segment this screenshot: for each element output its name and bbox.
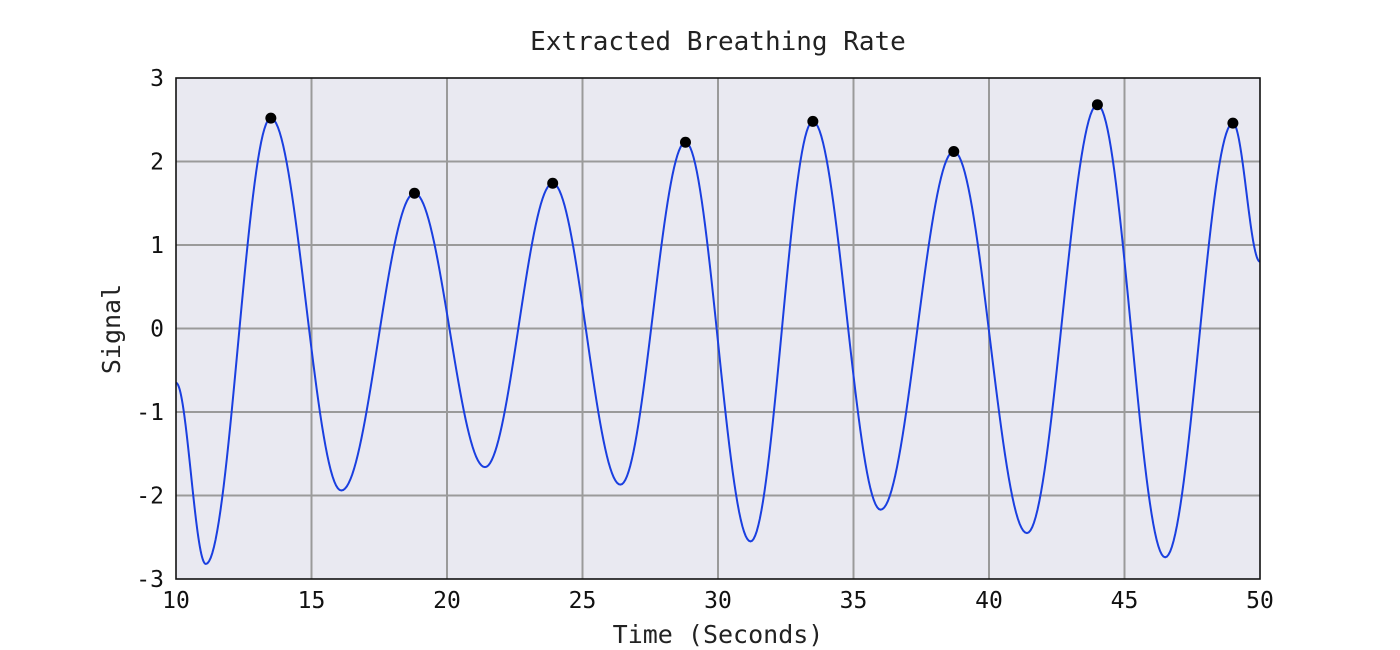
y-tick-label: 2	[150, 150, 164, 176]
x-tick-label: 50	[1246, 588, 1274, 614]
peak-markers	[265, 99, 1239, 199]
x-tick-label: 10	[162, 588, 190, 614]
y-tick-label: 0	[150, 317, 164, 343]
y-tick-label: -1	[136, 400, 164, 426]
x-tick-label: 40	[975, 588, 1003, 614]
chart-title: Extracted Breathing Rate	[530, 27, 906, 57]
x-tick-label: 25	[569, 588, 597, 614]
y-tick-label: 3	[150, 66, 164, 92]
peak-point	[807, 115, 819, 127]
peak-point	[948, 145, 960, 157]
x-tick-label: 35	[840, 588, 868, 614]
y-axis-label: Signal	[97, 284, 126, 374]
x-tick-label: 45	[1111, 588, 1139, 614]
peak-point	[679, 136, 691, 148]
grid-lines	[176, 78, 1260, 579]
x-tick-label: 30	[704, 588, 732, 614]
x-axis-ticks: 10 15 20 25 30 35 40 45 50	[162, 588, 1274, 614]
peak-point	[1091, 99, 1103, 111]
y-tick-label: -2	[136, 484, 164, 510]
x-axis-label: Time (Seconds)	[613, 620, 824, 649]
plot-frame	[175, 77, 1261, 580]
x-tick-label: 20	[433, 588, 461, 614]
y-axis-ticks: -3 -2 -1 0 1 2 3	[136, 66, 164, 593]
y-tick-label: 1	[150, 233, 164, 259]
signal-line	[175, 103, 1261, 566]
x-tick-label: 15	[298, 588, 326, 614]
peak-point	[1227, 117, 1239, 129]
peak-point	[265, 112, 277, 124]
peak-point	[547, 177, 559, 189]
peak-point	[408, 187, 420, 199]
y-tick-label: -3	[136, 567, 164, 593]
signal-line-series	[175, 103, 1261, 566]
